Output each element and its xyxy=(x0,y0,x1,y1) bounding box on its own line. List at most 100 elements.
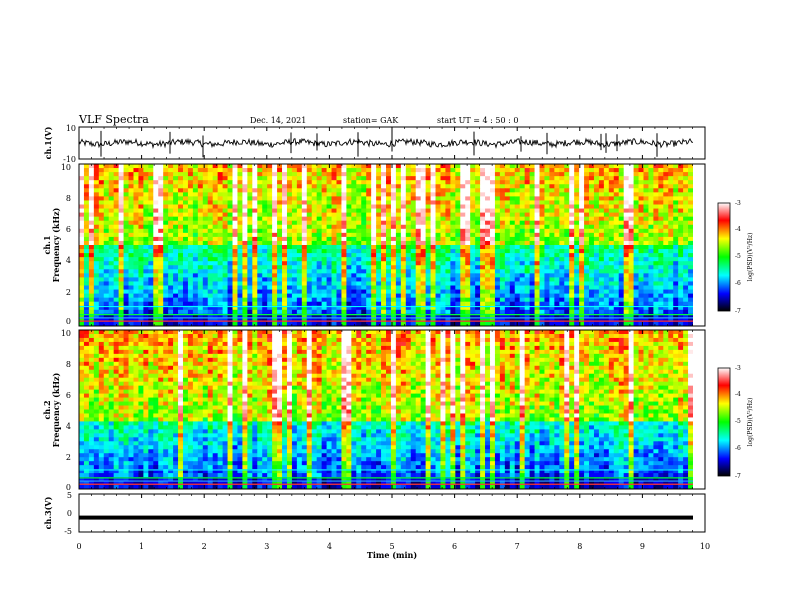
spectrogram-cell xyxy=(445,176,451,181)
spectrogram-cell xyxy=(306,301,313,307)
ch1-waveform-panel: 10 -10 ch.1(V) xyxy=(43,124,706,164)
spectrogram-cell xyxy=(475,184,481,189)
spectrogram-cell xyxy=(237,192,243,197)
spectrogram-cell xyxy=(381,212,387,218)
spectrogram-cell xyxy=(608,200,615,205)
spectrogram-cell xyxy=(153,208,159,213)
spectrogram-cell xyxy=(415,309,422,315)
spectrogram-cell xyxy=(648,180,654,185)
spectrogram-cell xyxy=(499,188,506,193)
spectrogram-cell xyxy=(613,321,620,327)
spectrogram-cell xyxy=(182,212,189,218)
spectrogram-cell xyxy=(158,257,164,262)
spectrogram-cell xyxy=(549,212,555,218)
spectrogram-cell xyxy=(376,313,382,319)
spectrogram-cell xyxy=(678,216,684,222)
spectrogram-cell xyxy=(163,236,169,242)
spectrogram-cell xyxy=(574,164,580,169)
spectrogram-cell xyxy=(549,188,555,193)
spectrogram-cell xyxy=(445,168,451,173)
spectrogram-cell xyxy=(608,192,615,197)
spectrogram-cell xyxy=(445,232,451,238)
spectrogram-cell xyxy=(341,236,347,242)
spectrogram-cell xyxy=(182,309,189,315)
spectrogram-cell xyxy=(98,277,105,282)
spectrogram-cell xyxy=(222,285,228,290)
spectrogram-cell xyxy=(277,204,283,209)
spectrogram-cell xyxy=(564,172,570,177)
spectrogram-cell xyxy=(282,236,288,242)
spectrogram-cell xyxy=(549,236,555,242)
spectrogram-cell xyxy=(182,257,189,262)
spectrogram-cell xyxy=(410,289,417,294)
spectrogram-cell xyxy=(267,309,273,315)
spectrogram-cell xyxy=(178,261,184,266)
spectrogram-cell xyxy=(678,273,684,278)
spectrogram-cell xyxy=(415,180,422,185)
spectrogram-cell xyxy=(217,269,223,274)
spectrogram-cell xyxy=(311,249,318,254)
spectrogram-cell xyxy=(163,305,169,311)
spectrogram-cell xyxy=(386,257,392,262)
spectrogram-cell xyxy=(262,220,268,226)
spectrogram-cell xyxy=(485,180,491,185)
spectrogram-cell xyxy=(519,168,526,173)
spectrogram-cell xyxy=(435,313,441,319)
spectrogram-cell xyxy=(673,297,679,303)
spectrogram-cell xyxy=(207,253,214,258)
spectrogram-cell xyxy=(633,281,639,286)
spectrogram-cell xyxy=(336,200,342,205)
spectrogram-cell xyxy=(83,257,90,262)
spectrogram-cell xyxy=(618,224,625,230)
spectrogram-cell xyxy=(371,208,377,213)
spectrogram-cell xyxy=(504,192,511,197)
spectrogram-cell xyxy=(103,285,110,290)
spectrogram-cell xyxy=(648,224,654,230)
spectrogram-cell xyxy=(301,281,308,286)
spectrogram-cell xyxy=(247,184,253,189)
spectrogram-cell xyxy=(430,273,436,278)
spectrogram-cell xyxy=(668,305,674,311)
spectrogram-cell xyxy=(336,253,342,258)
spectrogram-cell xyxy=(569,257,575,262)
spectrogram-cell xyxy=(509,164,516,169)
spectrogram-cell xyxy=(405,180,412,185)
spectrogram-cell xyxy=(316,188,323,193)
spectrogram-cell xyxy=(148,273,154,278)
spectrogram-cell xyxy=(608,297,615,303)
spectrogram-cell xyxy=(509,309,516,315)
spectrogram-cell xyxy=(623,224,630,230)
spectrogram-cell xyxy=(376,317,382,323)
spectrogram-cell xyxy=(534,281,540,286)
spectrogram-cell xyxy=(376,297,382,303)
spectrogram-cell xyxy=(222,176,228,181)
spectrogram-cell xyxy=(371,236,377,242)
spectrogram-cell xyxy=(494,228,501,234)
spectrogram-cell xyxy=(113,245,120,250)
spectrogram-cell xyxy=(445,196,451,201)
spectrogram-cell xyxy=(470,236,476,242)
spectrogram-cell xyxy=(623,204,630,209)
spectrogram-cell xyxy=(282,317,288,323)
spectrogram-cell xyxy=(192,200,199,205)
spectrogram-cell xyxy=(579,196,585,201)
spectrogram-cell xyxy=(361,208,367,213)
spectrogram-cell xyxy=(425,285,431,290)
spectrogram-cell xyxy=(668,212,674,218)
spectrogram-cell xyxy=(514,232,521,238)
spectrogram-cell xyxy=(529,305,535,311)
spectrogram-cell xyxy=(197,200,204,205)
spectrogram-cell xyxy=(648,273,654,278)
spectrogram-cell xyxy=(440,277,446,282)
spectrogram-cell xyxy=(252,220,258,226)
spectrogram-cell xyxy=(311,164,318,169)
spectrogram-cell xyxy=(608,204,615,209)
spectrogram-cell xyxy=(133,208,139,213)
spectrogram-cell xyxy=(668,184,674,189)
spectrogram-cell xyxy=(400,281,407,286)
spectrogram-cell xyxy=(445,297,451,303)
spectrogram-cell xyxy=(603,281,610,286)
spectrogram-cell xyxy=(128,204,134,209)
spectrogram-cell xyxy=(638,245,644,250)
spectrogram-cell xyxy=(618,265,625,270)
